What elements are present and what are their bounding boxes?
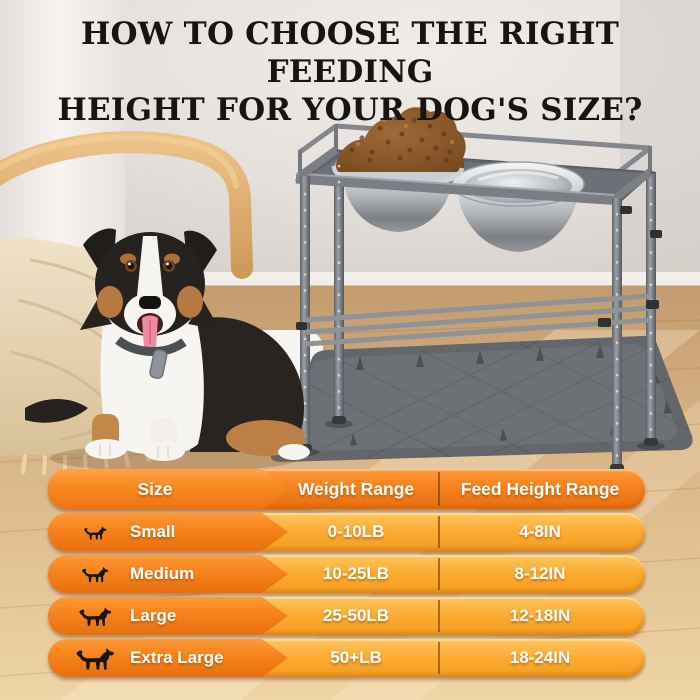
table-row-small: Small 0-10LB 4-8IN — [48, 513, 645, 551]
baseboard — [150, 272, 700, 287]
page-title: HOW TO CHOOSE THE RIGHT FEEDING HEIGHT F… — [0, 16, 700, 129]
height-value: 4-8IN — [519, 522, 561, 541]
col-header-height: Feed Height Range — [460, 478, 620, 499]
table-row-large: Large 25-50LB 12-18IN — [48, 597, 645, 635]
col-header-size: Size — [137, 478, 173, 499]
dog-collar — [115, 336, 187, 357]
collar-tag — [149, 349, 168, 379]
size-label: Extra Large — [130, 648, 224, 667]
tricolor-dog — [25, 228, 310, 472]
column-divider — [438, 472, 440, 506]
header-size-arrow — [48, 469, 288, 509]
weight-value: 25-50LB — [322, 606, 390, 625]
small-dog-icon — [72, 524, 118, 541]
extra-large-dog-icon — [72, 644, 118, 672]
dog-eyes — [125, 260, 175, 272]
shelf-rails — [305, 293, 651, 347]
size-label: Large — [130, 606, 177, 625]
dog-body — [190, 317, 305, 452]
medium-dog-icon — [72, 564, 118, 584]
height-value: 8-12IN — [514, 564, 566, 583]
dog-tail — [25, 399, 88, 423]
kibble — [336, 107, 466, 172]
title-line-1: HOW TO CHOOSE THE RIGHT FEEDING — [80, 16, 620, 90]
dog-paws — [85, 439, 185, 461]
dog-head — [80, 228, 220, 353]
height-value: 18-24IN — [509, 648, 571, 667]
table-header-row: Size Weight Range Feed Height Range — [48, 469, 645, 509]
title-line-2: HEIGHT FOR YOUR DOG'S SIZE? — [57, 91, 643, 128]
large-dog-icon — [72, 604, 118, 628]
col-header-weight: Weight Range — [297, 478, 415, 499]
size-label: Medium — [130, 564, 195, 583]
silicone-mat — [270, 335, 693, 462]
table-row-extra-large: Extra Large 50+LB 18-24IN — [48, 639, 645, 677]
height-value: 12-18IN — [509, 606, 571, 625]
size-guide-table: Size Weight Range Feed Height Range Smal… — [48, 469, 645, 681]
weight-value: 10-25LB — [322, 564, 390, 583]
size-label: Small — [130, 522, 176, 541]
clamp-knobs — [296, 206, 662, 330]
table-row-medium: Medium 10-25LB 8-12IN — [48, 555, 645, 593]
kibble-bowl — [331, 107, 466, 191]
weight-value: 0-10LB — [327, 522, 385, 541]
dog-nose — [139, 296, 161, 309]
weight-value: 50+LB — [330, 648, 382, 667]
